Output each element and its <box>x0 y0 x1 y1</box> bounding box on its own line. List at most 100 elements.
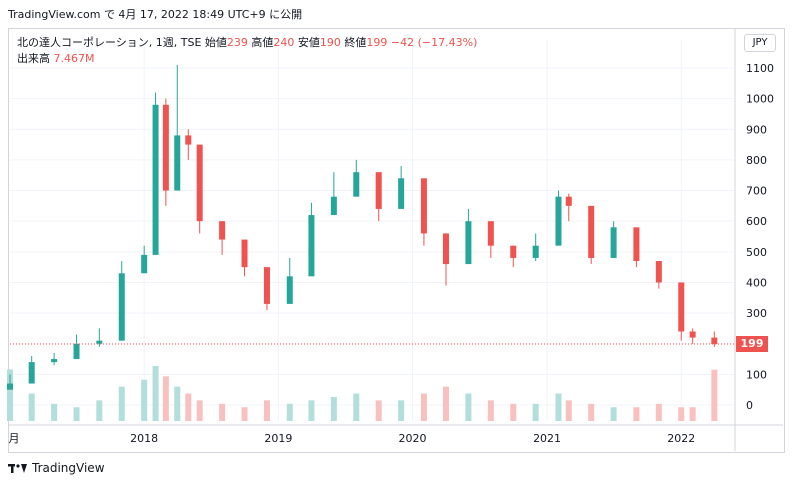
low-label: 安値 <box>297 36 320 49</box>
volume-bar <box>353 393 360 421</box>
y-tick-label: 1000 <box>746 93 774 106</box>
volume-bar <box>73 407 80 421</box>
open-value: 239 <box>226 36 248 49</box>
volume-bar <box>96 400 103 421</box>
volume-bar <box>655 403 662 421</box>
footer-brand-label: TradingView <box>32 461 105 475</box>
candle-body <box>633 227 640 262</box>
candle-body <box>241 239 248 268</box>
candle-body <box>174 135 181 191</box>
volume-bar <box>678 407 685 421</box>
x-tick-label: 2018 <box>130 432 158 445</box>
volume-bar <box>219 403 226 421</box>
currency-button[interactable]: JPY <box>744 34 776 52</box>
candle-body <box>565 196 572 206</box>
candle-body <box>152 104 159 255</box>
y-tick-label: 800 <box>746 154 767 167</box>
volume-bar <box>532 403 539 421</box>
volume-bar <box>689 407 696 421</box>
tradingview-logo-icon <box>8 464 27 473</box>
volume-bar <box>375 400 382 421</box>
volume-bar <box>51 403 58 421</box>
candle-body <box>655 261 662 283</box>
volume-bar <box>196 400 203 421</box>
candle-body <box>185 135 192 145</box>
volume-bar <box>565 400 572 421</box>
volume-bar <box>487 400 494 421</box>
high-label: 高値 <box>251 36 274 49</box>
candle-body <box>263 267 270 304</box>
volume-bar <box>442 386 449 421</box>
x-tick-label: 2019 <box>264 432 292 445</box>
candle-body <box>51 359 58 363</box>
volume-bar <box>308 400 315 421</box>
candle-body <box>141 254 148 274</box>
low-value: 190 <box>319 36 341 49</box>
high-value: 240 <box>273 36 295 49</box>
x-tick-label: 2021 <box>533 432 561 445</box>
volume-bar <box>330 396 337 421</box>
candle-body <box>286 276 293 304</box>
y-tick-label: 1100 <box>746 62 774 75</box>
x-tick-label: 月 <box>9 432 20 445</box>
volume-bar <box>633 407 640 421</box>
symbol-name: 北の達人コーポレーション, 1週, TSE <box>17 36 202 49</box>
symbol-legend: 北の達人コーポレーション, 1週, TSE 始値239 高値240 安値190 … <box>17 34 477 50</box>
y-tick-label: 900 <box>746 123 767 136</box>
volume-bar <box>588 403 595 421</box>
volume-bar <box>152 366 159 421</box>
candle-body <box>711 337 718 345</box>
volume-bar <box>711 369 718 421</box>
candle-body <box>219 221 226 240</box>
y-tick-label: 600 <box>746 215 767 228</box>
candle-body <box>375 172 382 209</box>
close-value: 199 <box>366 36 388 49</box>
candle-body <box>96 340 103 344</box>
candle-body <box>689 331 696 338</box>
volume-legend: 出来高 7.467M <box>17 50 94 66</box>
publish-info: TradingView.com で 4月 17, 2022 18:49 UTC+… <box>8 8 303 21</box>
candle-body <box>398 178 405 209</box>
candle-body <box>678 282 685 332</box>
candle-body <box>330 196 337 216</box>
volume-bar <box>118 386 125 421</box>
candle-body <box>610 227 617 258</box>
open-label: 始値 <box>204 36 227 49</box>
volume-value: 7.467M <box>53 52 95 65</box>
footer-brand: TradingView <box>8 461 105 475</box>
candle-body <box>308 215 315 277</box>
y-tick-label: 400 <box>746 276 767 289</box>
candle-body <box>353 172 360 197</box>
candle-body <box>73 343 80 360</box>
y-tick-label: 0 <box>746 399 753 412</box>
y-tick-label: 300 <box>746 307 767 320</box>
volume-bar <box>465 393 472 421</box>
candle-body <box>555 196 562 246</box>
volume-bar <box>185 393 192 421</box>
candle-body <box>28 362 35 384</box>
volume-bar <box>7 369 13 421</box>
volume-bar <box>241 407 248 421</box>
volume-bar <box>555 393 562 421</box>
volume-bar <box>263 400 270 421</box>
y-tick-label: 500 <box>746 246 767 259</box>
candle-body <box>510 245 517 258</box>
volume-bar <box>174 386 181 421</box>
volume-bar <box>28 393 35 421</box>
candle-body <box>588 205 595 258</box>
volume-bar <box>610 407 617 421</box>
volume-label: 出来高 <box>17 52 50 65</box>
candle-body <box>162 104 169 191</box>
candle-body <box>118 273 125 341</box>
volume-bar <box>286 403 293 421</box>
close-label: 終値 <box>344 36 367 49</box>
candle-body <box>532 245 539 258</box>
volume-bar <box>420 393 427 421</box>
candle-body <box>420 178 427 234</box>
x-tick-label: 2020 <box>399 432 427 445</box>
candle-body <box>196 144 203 222</box>
candle-body <box>442 233 449 265</box>
x-tick-label: 2022 <box>667 432 695 445</box>
candle-body <box>465 221 472 265</box>
